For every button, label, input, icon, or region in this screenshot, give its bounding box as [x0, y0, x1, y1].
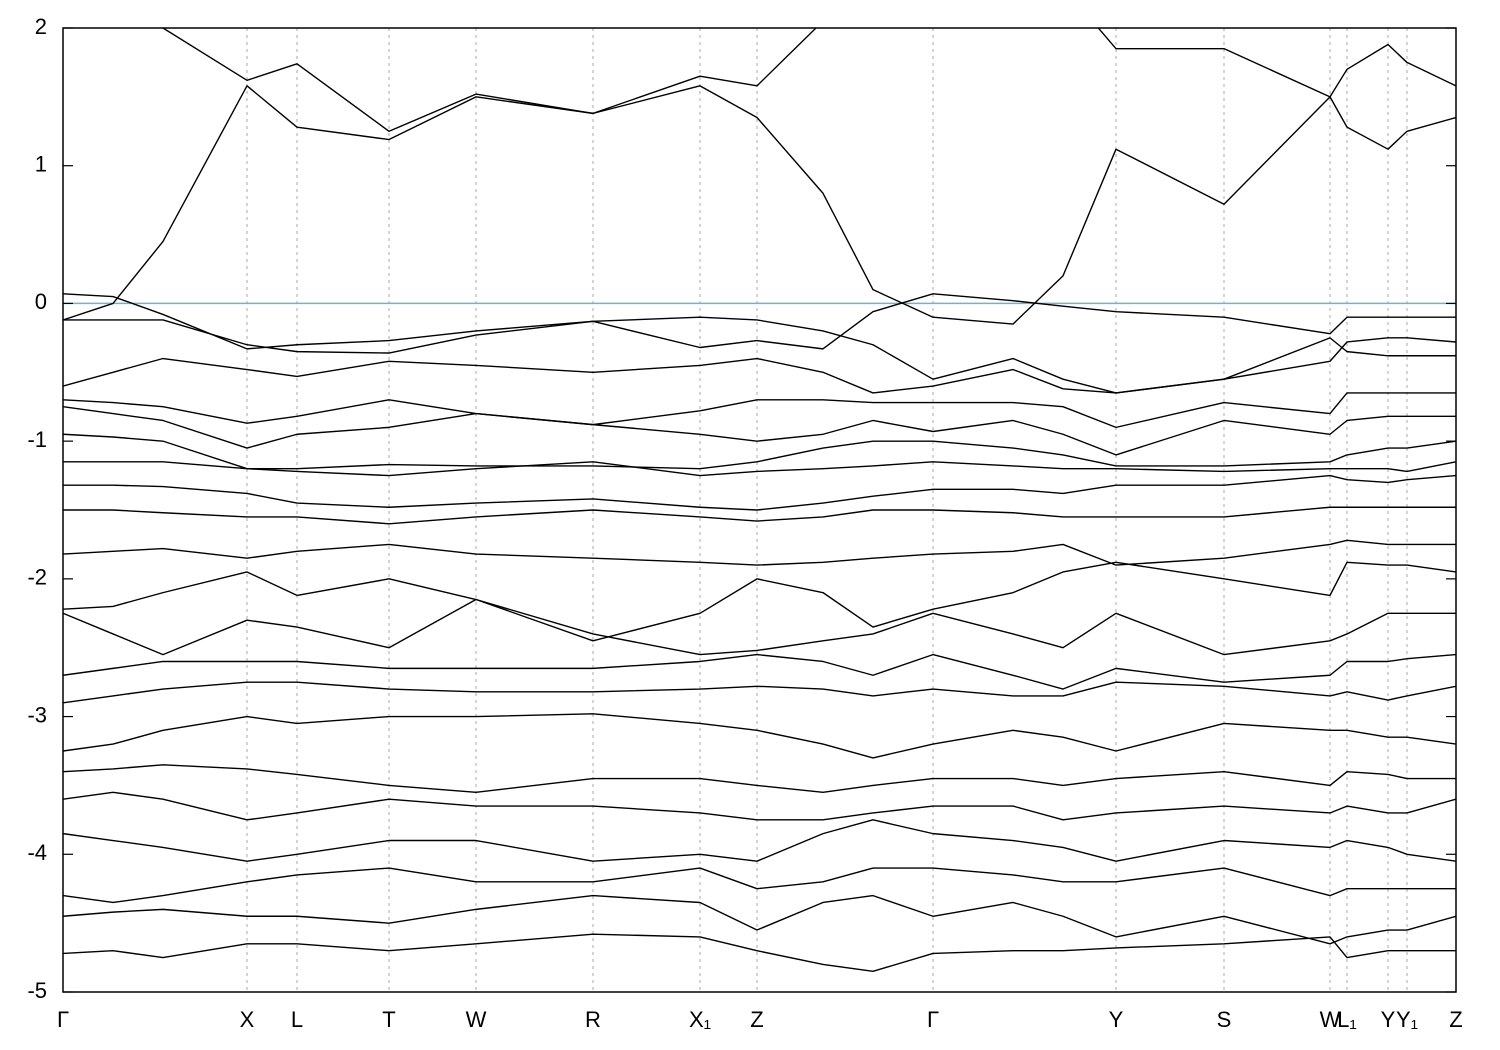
x-tick-label: X — [240, 1007, 255, 1032]
band-line — [63, 561, 1456, 642]
band-line — [63, 406, 1456, 456]
band-line — [63, 392, 1456, 429]
x-tick-label: Y — [1109, 1007, 1124, 1032]
x-tick-label: X₁ — [689, 1007, 711, 1032]
band-line — [63, 713, 1456, 759]
band-line — [63, 474, 1456, 511]
x-tick-label: W — [466, 1007, 487, 1032]
band-line — [63, 653, 1456, 690]
x-tick-label: L — [291, 1007, 303, 1032]
x-tick-label: Γ — [57, 1007, 69, 1032]
bands — [63, 28, 1456, 973]
band-line — [63, 433, 1456, 470]
x-tick-label: Y₁ — [1396, 1007, 1418, 1032]
x-tick-label: W — [1320, 1007, 1341, 1032]
x-tick-label: Y — [1381, 1007, 1396, 1032]
x-tick-label: T — [382, 1007, 395, 1032]
y-tick-label: -3 — [27, 702, 47, 727]
x-tick-label: Z — [750, 1007, 763, 1032]
band-line — [63, 933, 1456, 973]
plot-frame — [62, 27, 1457, 993]
band-line — [63, 791, 1456, 821]
y-tick-label: -2 — [27, 565, 47, 590]
band-line — [63, 539, 1456, 566]
x-tick-label: S — [1217, 1007, 1232, 1032]
y-tick-label: -4 — [27, 840, 47, 865]
y-tick-label: 0 — [35, 289, 47, 314]
band-line — [63, 681, 1456, 704]
band-line — [63, 598, 1456, 656]
x-tick-label: R — [585, 1007, 601, 1032]
band-line — [63, 337, 1456, 394]
x-tick-label: Γ — [927, 1007, 939, 1032]
y-tick-label: 1 — [35, 152, 47, 177]
band-line — [63, 85, 1456, 325]
y-tick-label: -1 — [27, 427, 47, 452]
band-line — [63, 316, 1456, 394]
band-line — [63, 461, 1456, 477]
x-tick-label: Z — [1449, 1007, 1462, 1032]
band-line — [63, 293, 1456, 350]
band-line — [161, 28, 1456, 132]
y-tick-label: 2 — [35, 14, 47, 39]
y-tick-label: -5 — [27, 978, 47, 1003]
band-line — [63, 894, 1456, 945]
band-line — [63, 819, 1456, 862]
x-tick-label: L₁ — [1337, 1007, 1357, 1032]
band-line — [63, 764, 1456, 794]
band-line — [63, 867, 1456, 904]
band-line — [63, 506, 1456, 525]
